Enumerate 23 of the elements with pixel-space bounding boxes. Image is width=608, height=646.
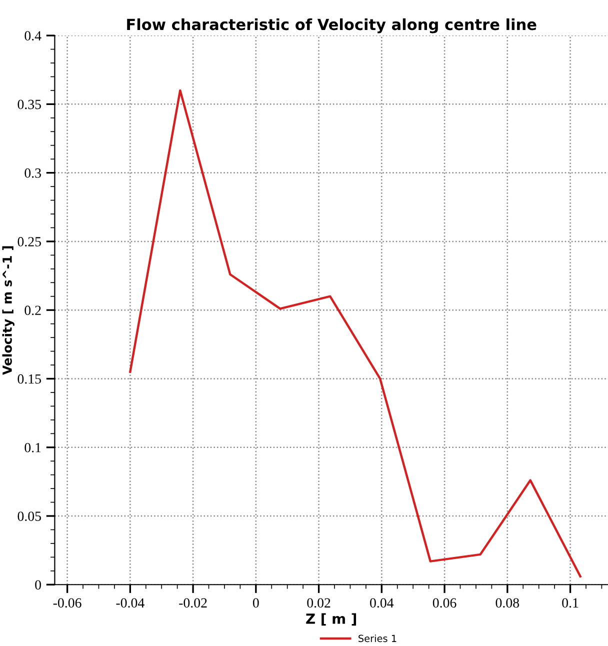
y-tick-label: 0.1 <box>24 442 41 452</box>
legend-label: Series 1 <box>358 634 396 642</box>
y-tick-label: 0.15 <box>18 374 41 384</box>
y-tick-label: 0.35 <box>18 100 41 110</box>
y-axis-title: Velocity [ m s^-1 ] <box>2 246 14 375</box>
y-tick-label: 0.2 <box>24 306 41 316</box>
y-tick-label: 0.4 <box>24 31 42 41</box>
x-tick-label: 0.08 <box>496 598 520 608</box>
x-tick-label: -0.06 <box>53 598 82 608</box>
y-tick-label: 0.25 <box>18 237 41 246</box>
y-tick-label: 0 <box>35 580 41 590</box>
x-axis-title: Z [ m ] <box>306 613 356 626</box>
x-tick-label: 0.02 <box>307 598 330 608</box>
chart-title: Flow characteristic of Velocity along centre line <box>127 18 536 34</box>
line-series <box>129 89 582 578</box>
y-tick-label: 0.3 <box>24 168 41 178</box>
x-tick-label: 0.06 <box>432 598 456 608</box>
x-tick-label: 0.04 <box>370 598 394 608</box>
x-tick-label: 0 <box>252 598 259 608</box>
y-tick-label: 0.05 <box>18 512 41 522</box>
x-tick-label: 0.1 <box>562 598 578 608</box>
x-tick-label: -0.02 <box>179 598 207 608</box>
x-tick-label: -0.04 <box>116 598 144 608</box>
